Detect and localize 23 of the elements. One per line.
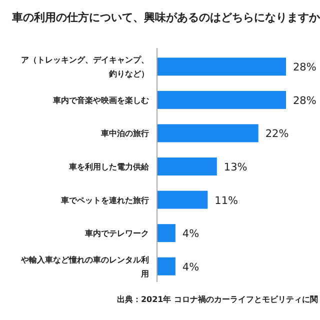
bar — [157, 190, 208, 209]
chart-title: 車の利用の仕方について、興味があるのはどちらになりますか — [11, 11, 320, 24]
bar — [157, 58, 286, 76]
data-label: 28% — [293, 62, 316, 74]
data-label: 4% — [182, 261, 200, 274]
y-tick-label: 車を利用した電力供給 — [68, 162, 150, 172]
y-tick-label: 車内でテレワーク — [84, 229, 149, 238]
y-tick-label: 車中泊の旅行 — [100, 129, 149, 138]
data-label: 4% — [182, 228, 200, 240]
bar — [157, 124, 258, 142]
data-label: 11% — [214, 194, 238, 207]
bar — [157, 224, 176, 242]
y-tick-label: 車内で音楽や映画を楽しむ — [52, 94, 149, 105]
data-label: 22% — [265, 128, 289, 140]
y-tick-label: ア（トレッキング、デイキャンプ、釣りなど） — [21, 56, 149, 79]
source-note: 出典：2021年 コロナ禍のカーライフとモビリティに関 — [116, 295, 318, 304]
data-label: 13% — [224, 162, 248, 174]
bar — [157, 257, 176, 276]
bar — [157, 158, 217, 176]
y-tick-label: や輸入車など憧れの車のレンタル利用 — [20, 255, 149, 278]
bar — [157, 90, 286, 109]
y-tick-label: 車でペットを連れた旅行 — [60, 196, 149, 205]
data-label: 28% — [293, 94, 316, 107]
